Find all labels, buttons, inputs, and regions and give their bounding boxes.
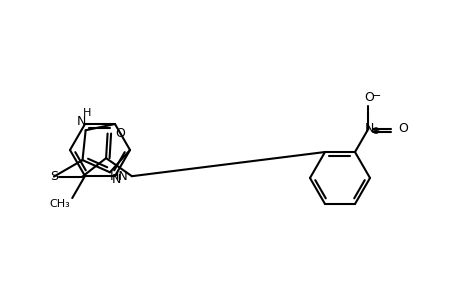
Text: −: − <box>371 91 381 101</box>
Text: S: S <box>50 170 58 183</box>
Text: H: H <box>82 108 90 118</box>
Text: O: O <box>397 122 407 135</box>
Text: ⊕: ⊕ <box>370 126 379 136</box>
Text: N: N <box>364 122 373 135</box>
Text: HN: HN <box>110 170 129 183</box>
Text: N: N <box>112 173 121 186</box>
Text: N: N <box>76 115 85 128</box>
Text: O: O <box>364 91 374 104</box>
Text: CH₃: CH₃ <box>50 199 70 209</box>
Text: O: O <box>115 127 125 140</box>
